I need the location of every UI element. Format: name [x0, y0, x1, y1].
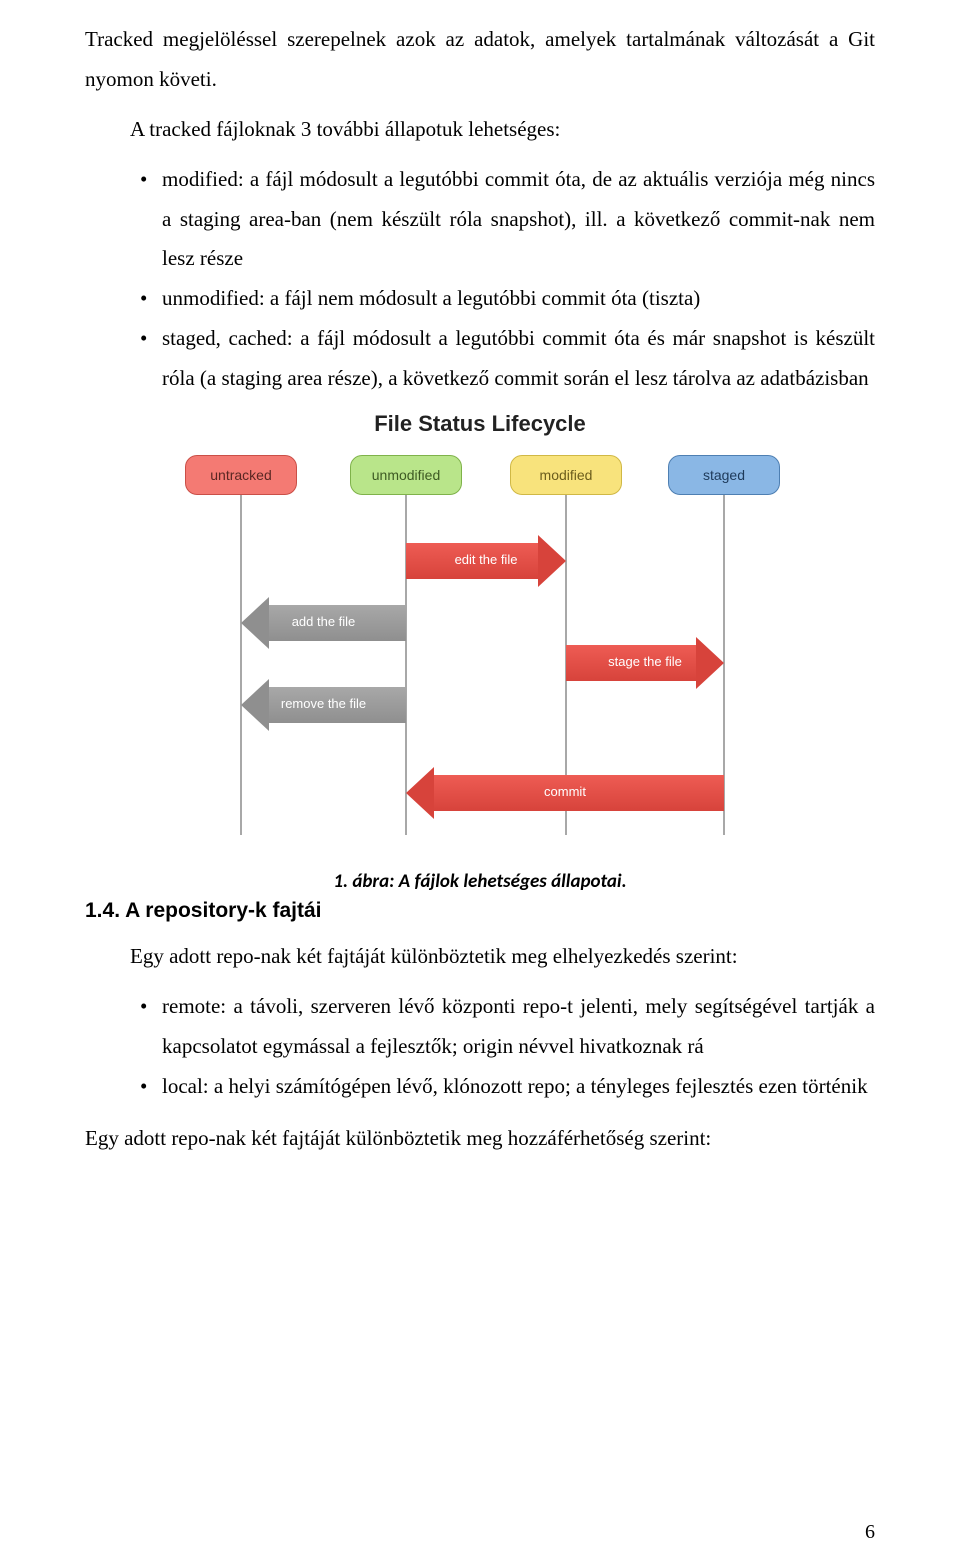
diagram-canvas: untracked unmodified modified staged edit th…: [175, 455, 785, 840]
diagram-vline: [240, 495, 242, 835]
section-heading: 1.4. A repository-k fajtái: [85, 899, 875, 923]
state-box-staged: staged: [668, 455, 780, 495]
state-box-unmodified: unmodified: [350, 455, 462, 495]
arrow-commit: commit: [406, 775, 724, 811]
list-item: staged, cached: a fájl módosult a legutó…: [140, 319, 875, 399]
arrow-stage-the-file: stage the file: [566, 645, 724, 681]
lifecycle-diagram: File Status Lifecycle untracked unmodifie…: [175, 411, 785, 840]
state-box-modified: modified: [510, 455, 622, 495]
bullet-list-repo-types: remote: a távoli, szerveren lévő központ…: [85, 987, 875, 1107]
diagram-title: File Status Lifecycle: [175, 411, 785, 437]
list-item: remote: a távoli, szerveren lévő központ…: [140, 987, 875, 1067]
paragraph-section-2: Egy adott repo-nak két fajtáját különböz…: [85, 1119, 875, 1159]
paragraph-intro-2: A tracked fájloknak 3 további állapotuk …: [130, 110, 875, 150]
figure-caption: 1. ábra: A fájlok lehetséges állapotai.: [85, 870, 875, 893]
page-number: 6: [865, 1521, 875, 1544]
list-item: unmodified: a fájl nem módosult a legutó…: [140, 279, 875, 319]
paragraph-intro-1: Tracked megjelöléssel szerepelnek azok a…: [85, 20, 875, 100]
list-item: modified: a fájl módosult a legutóbbi co…: [140, 160, 875, 280]
arrow-add-the-file: add the file: [241, 605, 406, 641]
arrow-edit-the-file: edit the file: [406, 543, 566, 579]
list-item: local: a helyi számítógépen lévő, klónoz…: [140, 1067, 875, 1107]
arrow-remove-the-file: remove the file: [241, 687, 406, 723]
state-box-untracked: untracked: [185, 455, 297, 495]
bullet-list-states: modified: a fájl módosult a legutóbbi co…: [85, 160, 875, 399]
paragraph-section-1: Egy adott repo-nak két fajtáját különböz…: [130, 937, 875, 977]
